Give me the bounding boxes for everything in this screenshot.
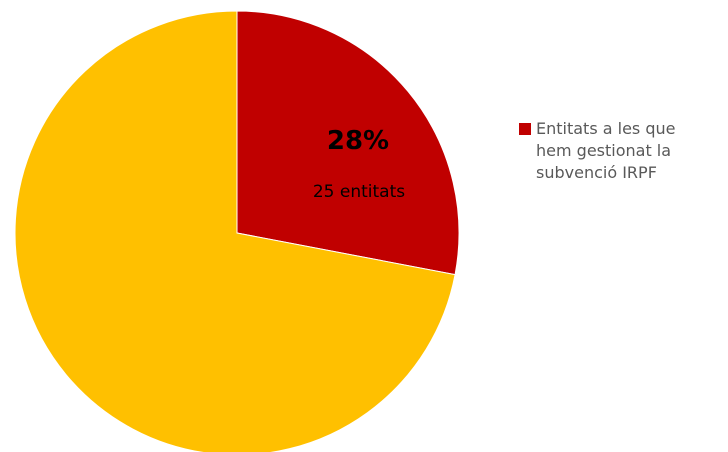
chart-legend: Entitats a les que hem gestionat la subv… xyxy=(519,118,724,184)
slice-percent-label: 28% xyxy=(327,126,389,156)
legend-entry: Entitats a les que hem gestionat la subv… xyxy=(519,118,724,184)
legend-swatch-icon xyxy=(519,123,531,135)
legend-entry-label: Entitats a les que hem gestionat la subv… xyxy=(536,119,676,182)
pie-slice-entitats xyxy=(236,10,460,276)
slice-count-label: 25 entitats xyxy=(313,182,405,202)
pie-slice-remaining xyxy=(14,10,456,452)
